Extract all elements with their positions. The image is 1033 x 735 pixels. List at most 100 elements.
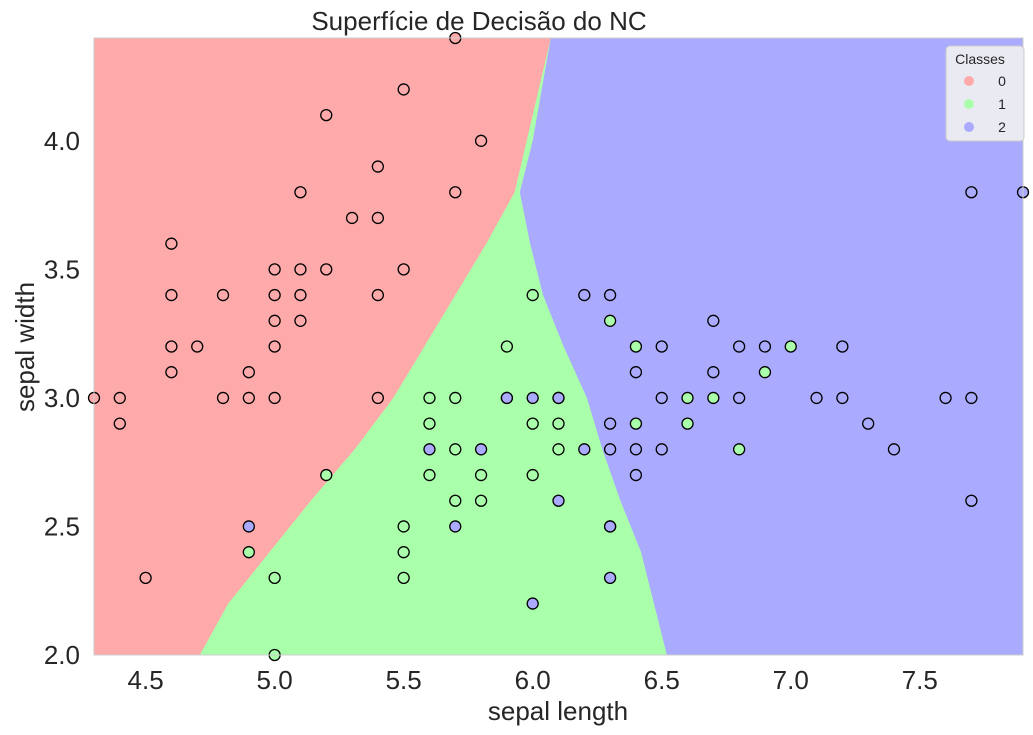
class-1-point [423, 468, 436, 482]
y-tick-label: 2.0 [44, 640, 80, 670]
class-0-point [165, 237, 178, 250]
x-tick-label: 7.5 [902, 665, 938, 695]
class-0-point [268, 263, 281, 276]
class-2-point [887, 443, 901, 456]
class-2-point [707, 314, 720, 327]
class-0-point [242, 366, 255, 379]
class-2-point [500, 391, 514, 405]
class-0-point [294, 314, 307, 327]
class-0-point [113, 391, 126, 405]
class-0-point [320, 263, 333, 276]
legend-items: 0 1 2 [964, 73, 1006, 135]
class-1-point [474, 494, 488, 507]
class-2-point [655, 340, 668, 353]
class-1-point [449, 391, 462, 405]
class-0-point [294, 263, 307, 276]
class-1-point [397, 520, 410, 533]
class-0-region [94, 38, 551, 655]
class-1-point [758, 366, 772, 379]
class-0-point [268, 391, 281, 405]
class-1-point [268, 571, 281, 585]
class-2-point [242, 520, 255, 533]
class-2-point [552, 391, 565, 405]
class-1-point [681, 391, 694, 405]
class-1-point [526, 417, 539, 430]
x-axis-label: sepal length [488, 696, 628, 726]
class-2-point [629, 366, 643, 379]
class-0-point [294, 186, 307, 199]
class-2-point [526, 391, 539, 405]
class-1-point [423, 391, 436, 405]
class-0-point [113, 417, 126, 430]
x-tick-label: 5.5 [386, 665, 422, 695]
class-0-point [165, 288, 178, 302]
class-1-point [474, 468, 488, 482]
class-2-point [526, 597, 539, 610]
class-2-point [603, 417, 617, 430]
class-2-point [552, 494, 565, 507]
legend-box [945, 45, 1025, 142]
class-2-point [965, 186, 978, 199]
class-1-point [629, 340, 643, 353]
class-0-point [294, 288, 307, 302]
class-1-point [500, 340, 514, 353]
class-2-point [603, 443, 617, 456]
class-0-point [371, 211, 385, 225]
x-tick-label: 6.0 [515, 665, 551, 695]
legend-marker-0 [964, 76, 974, 86]
class-0-point [371, 288, 385, 302]
class-2-point [655, 391, 668, 405]
class-1-point [552, 443, 565, 456]
class-1-point [449, 494, 462, 507]
class-1-point [526, 288, 539, 302]
legend-label-1: 1 [998, 96, 1006, 112]
class-2-point [449, 520, 462, 533]
class-0-point [216, 391, 230, 405]
class-1-point [242, 546, 255, 559]
class-0-point [371, 391, 385, 405]
class-2-point [862, 417, 875, 430]
class-0-point [165, 366, 178, 379]
x-axis-ticks: 4.5 5.0 5.5 6.0 6.5 7.0 7.5 [128, 665, 938, 695]
class-1-point [320, 468, 333, 482]
class-1-point [552, 417, 565, 430]
class-0-point [449, 186, 462, 199]
class-0-point [397, 83, 410, 96]
legend-marker-1 [964, 99, 974, 109]
class-2-point [603, 571, 617, 585]
class-2-point [758, 340, 772, 353]
class-0-point [268, 314, 281, 327]
class-0-point [191, 340, 204, 353]
class-1-point [603, 314, 617, 327]
class-0-point [268, 340, 281, 353]
class-0-point [474, 134, 488, 147]
class-2-point [629, 468, 643, 482]
y-axis-ticks: 2.0 2.5 3.0 3.5 4.0 [44, 126, 80, 670]
class-0-point [242, 391, 255, 405]
class-2-point [836, 340, 849, 353]
legend-marker-2 [964, 122, 974, 132]
class-2-point [578, 443, 591, 456]
class-0-point [165, 340, 178, 353]
class-0-point [320, 108, 333, 122]
class-1-point [526, 468, 539, 482]
class-0-point [139, 571, 152, 585]
class-1-point [397, 546, 410, 559]
class-0-point [216, 288, 230, 302]
legend-label-2: 2 [998, 119, 1006, 135]
class-0-point [268, 288, 281, 302]
class-2-point [578, 288, 591, 302]
class-2-point [836, 391, 849, 405]
class-1-point [784, 340, 797, 353]
class-1-point [397, 571, 410, 585]
class-1-point [681, 417, 694, 430]
class-2-point [732, 391, 746, 405]
class-2-point [732, 340, 746, 353]
class-2-point [629, 443, 643, 456]
x-tick-label: 6.5 [644, 665, 680, 695]
y-tick-label: 2.5 [44, 511, 80, 541]
class-0-point [397, 263, 410, 276]
y-tick-label: 4.0 [44, 126, 80, 156]
class-1-point [707, 391, 720, 405]
class-2-point [810, 391, 823, 405]
